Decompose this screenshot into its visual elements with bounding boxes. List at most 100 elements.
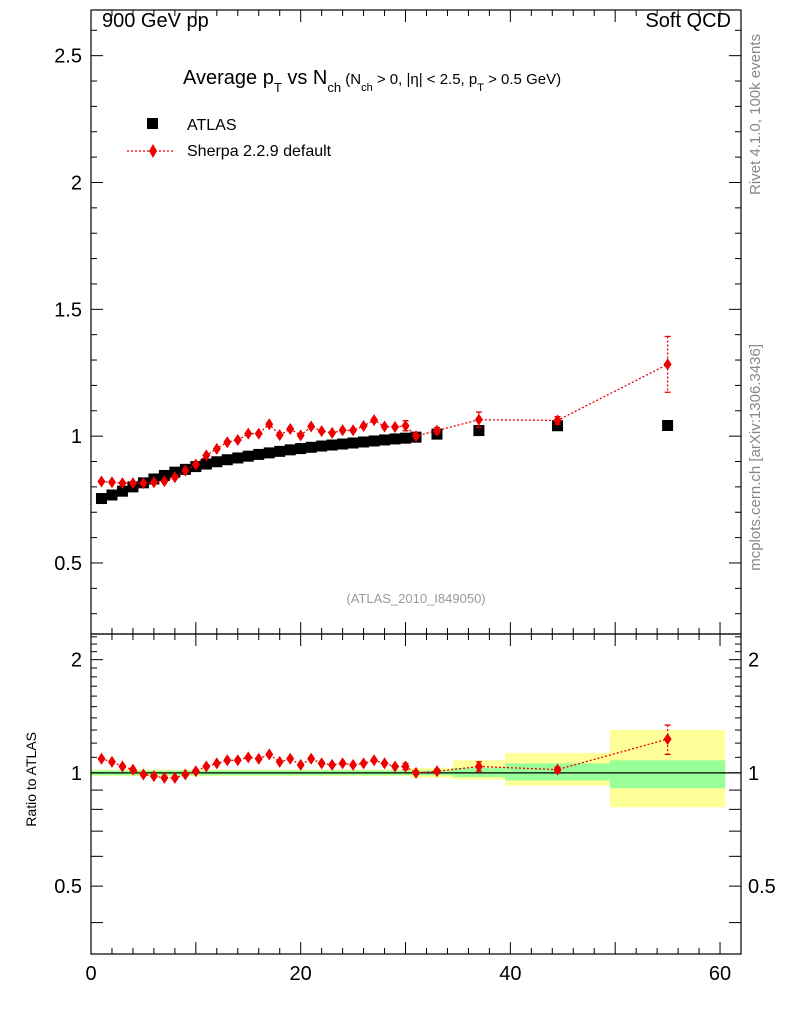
sherpa-point xyxy=(191,458,200,471)
title-part: T xyxy=(274,80,282,95)
ratio-sherpa-point xyxy=(233,754,242,767)
sherpa-point xyxy=(338,424,347,437)
ratio-sherpa-point xyxy=(97,752,106,765)
atlas-point xyxy=(347,437,359,449)
ratio-sherpa-point xyxy=(432,765,441,778)
sherpa-point xyxy=(317,425,326,438)
atlas-point xyxy=(284,444,296,456)
sherpa-point xyxy=(233,433,242,446)
ratio-sherpa-point xyxy=(338,757,347,770)
atlas-point xyxy=(253,448,265,460)
ratio-sherpa-point xyxy=(212,757,221,770)
legend-atlas-label: ATLAS xyxy=(187,117,237,134)
sherpa-point xyxy=(349,424,358,437)
y-tick-label: 2.5 xyxy=(54,46,82,68)
sherpa-point xyxy=(663,358,672,371)
sherpa-point xyxy=(474,413,483,426)
sherpa-point xyxy=(307,420,316,433)
title-part: (N xyxy=(341,71,361,88)
ratio-sherpa-point xyxy=(118,760,127,773)
atlas-point xyxy=(295,443,307,455)
ratio-sherpa-point xyxy=(223,754,232,767)
x-tick-label: 0 xyxy=(85,963,96,985)
ratio-y-tick-label: 1 xyxy=(748,763,759,785)
atlas-point xyxy=(337,438,349,450)
sherpa-point xyxy=(275,429,284,442)
atlas-point xyxy=(116,485,128,497)
title-part: > 0.5 GeV) xyxy=(484,71,561,88)
legend-sherpa-marker xyxy=(149,144,157,158)
sherpa-point xyxy=(170,471,179,484)
sherpa-point xyxy=(244,427,253,440)
sherpa-point xyxy=(223,436,232,449)
sherpa-point xyxy=(139,477,148,490)
sherpa-point xyxy=(160,475,169,488)
atlas-point xyxy=(305,441,317,453)
ratio-sherpa-point xyxy=(202,760,211,773)
ratio-sherpa-point xyxy=(244,751,253,764)
ratio-sherpa-point xyxy=(191,765,200,778)
legend-atlas-marker xyxy=(147,118,158,129)
sherpa-point xyxy=(401,419,410,432)
sherpa-point xyxy=(412,430,420,443)
y-tick-label: 0.5 xyxy=(54,553,82,575)
energy-label: 900 GeV pp xyxy=(102,10,209,32)
ratio-sherpa-point xyxy=(412,766,420,779)
ratio-y-tick-label: 2 xyxy=(71,650,82,672)
y-tick-label: 2 xyxy=(71,172,82,194)
atlas-point xyxy=(200,458,212,470)
ratio-sherpa-point xyxy=(370,754,379,767)
title-part: > 0, |η| < 2.5, p xyxy=(373,71,478,88)
atlas-point xyxy=(358,436,370,448)
ratio-sherpa-point xyxy=(553,763,562,776)
atlas-point xyxy=(368,435,380,447)
atlas-point xyxy=(316,440,328,452)
band-inner xyxy=(609,760,726,789)
atlas-point xyxy=(242,450,254,462)
sherpa-point xyxy=(97,475,106,488)
title-part: vs N xyxy=(282,67,328,89)
sherpa-point xyxy=(370,414,379,427)
process-label: Soft QCD xyxy=(645,10,731,32)
sherpa-point xyxy=(359,420,368,432)
ratio-sherpa-point xyxy=(328,758,337,771)
sherpa-point xyxy=(212,442,221,455)
sherpa-point xyxy=(149,476,158,489)
atlas-point xyxy=(106,489,118,501)
ratio-ylabel: Ratio to ATLAS xyxy=(23,732,39,827)
atlas-point xyxy=(263,447,275,459)
legend: ATLAS Sherpa 2.2.9 default xyxy=(127,117,332,160)
ratio-sherpa-point xyxy=(380,757,389,770)
ratio-sherpa-point xyxy=(181,768,190,781)
x-tick-label: 20 xyxy=(290,963,312,985)
ratio-sherpa-point xyxy=(160,771,169,784)
sherpa-point xyxy=(391,421,400,434)
ratio-y-tick-label: 2 xyxy=(748,650,759,672)
x-tick-label: 40 xyxy=(499,963,521,985)
ratio-sherpa-point xyxy=(401,760,410,773)
ratio-sherpa-point xyxy=(139,768,148,781)
ratio-sherpa-point xyxy=(149,770,158,783)
ratio-sherpa-point xyxy=(307,752,316,765)
atlas-point xyxy=(274,445,286,457)
ratio-sherpa-point xyxy=(663,733,672,746)
x-tick-label: 60 xyxy=(709,963,731,985)
analysis-label: (ATLAS_2010_I849050) xyxy=(346,591,485,606)
legend-sherpa-label: Sherpa 2.2.9 default xyxy=(187,143,332,160)
atlas-point xyxy=(400,432,412,444)
sherpa-point xyxy=(553,414,562,427)
ratio-sherpa-point xyxy=(265,748,274,761)
ratio-y-tick-label: 1 xyxy=(71,763,82,785)
sherpa-point xyxy=(202,449,211,462)
sherpa-point xyxy=(432,424,441,437)
data-marks xyxy=(95,335,674,784)
sherpa-point xyxy=(286,423,295,436)
atlas-point xyxy=(326,439,338,451)
title-part: T xyxy=(477,82,484,94)
ratio-sherpa-point xyxy=(474,760,483,773)
ratio-sherpa-point xyxy=(128,763,137,776)
sherpa-point xyxy=(181,464,190,477)
sherpa-point xyxy=(328,426,337,439)
sherpa-point xyxy=(118,477,127,490)
